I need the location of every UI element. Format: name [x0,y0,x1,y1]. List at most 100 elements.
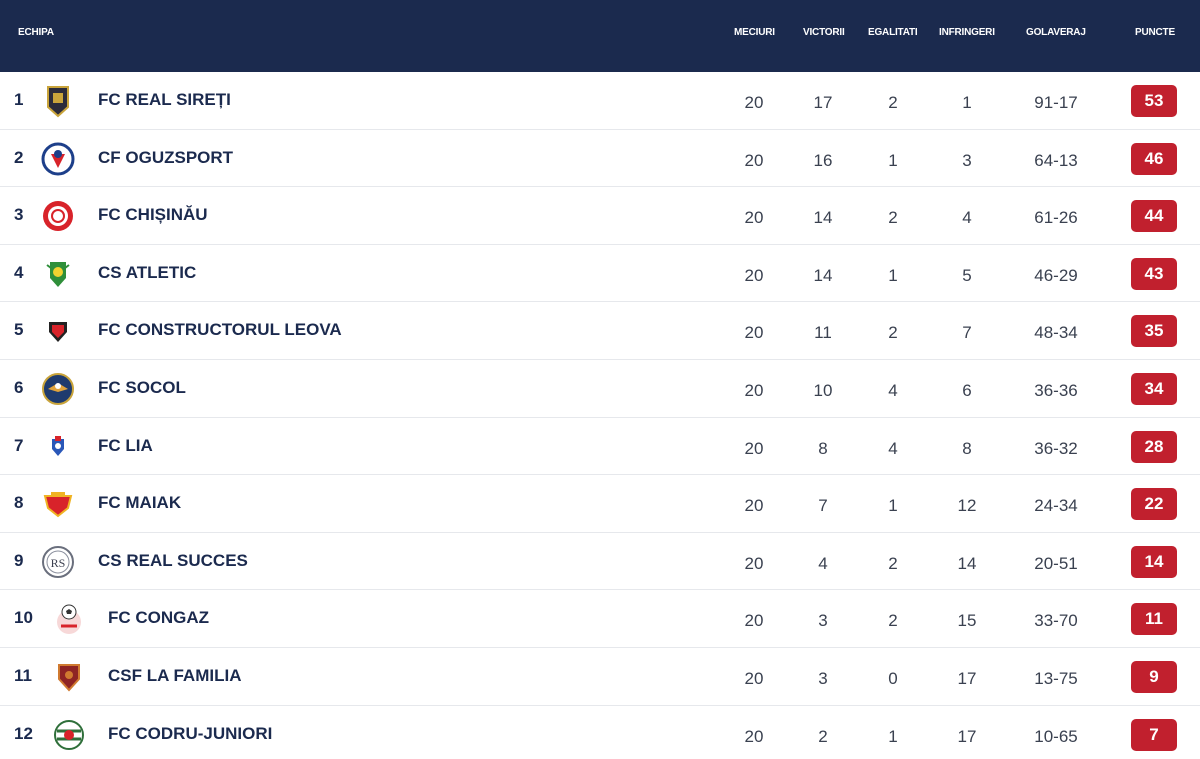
losses: 8 [962,438,972,458]
rank: 8 [14,493,24,513]
draws: 0 [888,668,898,688]
team-name[interactable]: FC CONSTRUCTORUL LEOVA [98,320,342,340]
matches-played: 20 [744,496,764,516]
header-team[interactable]: ECHIPA [18,27,54,38]
draws: 2 [888,208,898,228]
team-name[interactable]: FC CHIȘINĂU [98,205,208,225]
header-draws[interactable]: EGALITATI [868,27,918,38]
losses: 7 [962,323,972,343]
wins: 16 [813,150,833,170]
team-name[interactable]: CSF LA FAMILIA [108,665,242,685]
wins: 8 [818,438,828,458]
green-yellow-crest-icon [41,257,75,291]
losses: 14 [957,553,977,573]
matches-played: 20 [744,150,764,170]
header-played[interactable]: MECIURI [734,27,775,38]
goal-difference: 48-34 [1034,323,1078,343]
losses: 12 [957,496,977,516]
wins: 14 [813,208,833,228]
table-row[interactable]: 3 FC CHIȘINĂU 20 14 2 4 61-26 44 [0,187,1200,245]
rank: 6 [14,377,24,397]
table-row[interactable]: 8 FC MAIAK 20 7 1 12 24-34 22 [0,475,1200,533]
table-row[interactable]: 10 FC CONGAZ 20 3 2 15 33-70 11 [0,590,1200,648]
table-row[interactable]: 4 CS ATLETIC 20 14 1 5 46-29 43 [0,245,1200,303]
wins: 4 [818,553,828,573]
wins: 11 [814,323,832,343]
goal-difference: 33-70 [1034,611,1078,631]
points-badge: 14 [1131,545,1177,578]
matches-played: 20 [744,668,764,688]
header-losses[interactable]: INFRINGERI [939,27,995,38]
points-badge: 35 [1131,315,1177,348]
goal-difference: 20-51 [1034,553,1078,573]
losses: 5 [962,265,972,285]
points-badge: 53 [1131,85,1177,117]
matches-played: 20 [744,93,764,112]
matches-played: 20 [744,553,764,573]
rank: 7 [14,435,24,455]
goal-difference: 64-13 [1034,150,1078,170]
team-name[interactable]: FC LIA [98,435,153,455]
matches-played: 20 [744,208,764,228]
table-row[interactable]: 6 FC SOCOL 20 10 4 6 36-36 34 [0,360,1200,418]
draws: 2 [888,553,898,573]
header-points[interactable]: PUNCTE [1135,27,1175,38]
table-row[interactable]: 11 CSF LA FAMILIA 20 3 0 17 13-75 9 [0,648,1200,706]
draws: 1 [888,150,898,170]
rank: 4 [14,262,24,282]
team-name[interactable]: FC REAL SIREȚI [98,90,231,109]
team-name[interactable]: FC CONGAZ [108,608,210,628]
svg-text:RS: RS [51,556,66,570]
rank: 5 [14,320,24,340]
round-red-crest-icon [41,199,75,233]
red-gold-shield-icon [41,487,75,521]
table-row[interactable]: 5 FC CONSTRUCTORUL LEOVA 20 11 2 7 48-34 35 [0,302,1200,360]
rs-monogram-crest-icon: RS [41,545,75,579]
goal-difference: 91-17 [1034,93,1078,112]
points-badge: 22 [1131,488,1177,521]
wins: 17 [813,93,833,112]
goal-difference: 24-34 [1034,496,1078,516]
table-row[interactable]: 1 FC REAL SIREȚI 20 17 2 1 91-17 53 [0,72,1200,130]
falcon-crest-icon [41,372,75,406]
team-name[interactable]: FC MAIAK [98,493,182,513]
losses: 1 [962,93,972,112]
goal-difference: 46-29 [1034,265,1078,285]
rank: 11 [14,665,32,685]
goal-difference: 10-65 [1034,726,1078,746]
table-header: ECHIPA MECIURI VICTORII EGALITATI INFRIN… [0,0,1200,72]
wins: 10 [813,380,833,400]
team-name[interactable]: CS ATLETIC [98,262,197,282]
matches-played: 20 [744,265,764,285]
rank: 3 [14,205,24,225]
blue-red-small-crest-icon [41,430,75,464]
draws: 2 [888,611,898,631]
matches-played: 20 [744,323,764,343]
team-name[interactable]: CF OGUZSPORT [98,147,234,167]
team-name[interactable]: CS REAL SUCCES [98,550,248,570]
maroon-shield-icon [52,660,86,694]
matches-played: 20 [744,726,764,746]
points-badge: 28 [1131,430,1177,463]
points-badge: 9 [1131,660,1177,693]
draws: 4 [888,380,898,400]
header-wins[interactable]: VICTORII [803,27,845,38]
table-row[interactable]: 7 FC LIA 20 8 4 8 36-32 28 [0,418,1200,476]
team-name[interactable]: FC SOCOL [98,377,186,397]
ball-crest-icon [52,602,86,636]
goal-difference: 13-75 [1034,668,1078,688]
table-body: 1 FC REAL SIREȚI 20 17 2 1 91-17 53 2 CF OGUZSPOR… [0,72,1200,759]
points-badge: 34 [1131,372,1177,405]
draws: 2 [888,93,898,112]
header-goal-difference[interactable]: GOLAVERAJ [1026,27,1086,38]
table-row[interactable]: 2 CF OGUZSPORT 20 16 1 3 64-13 46 [0,130,1200,188]
table-row[interactable]: 9 RS CS REAL SUCCES 20 4 2 14 20-51 14 [0,533,1200,591]
matches-played: 20 [744,438,764,458]
points-badge: 7 [1131,718,1177,751]
rank: 2 [14,147,24,167]
goal-difference: 36-36 [1034,380,1078,400]
red-black-shield-icon [41,314,75,348]
rank: 12 [14,723,33,743]
table-row[interactable]: 12 FC CODRU-JUNIORI 20 2 1 17 10-65 7 [0,706,1200,759]
team-name[interactable]: FC CODRU-JUNIORI [108,723,273,743]
